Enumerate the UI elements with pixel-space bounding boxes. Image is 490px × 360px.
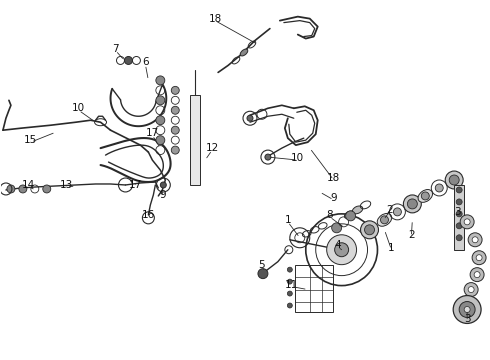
Circle shape <box>472 251 486 265</box>
Text: 8: 8 <box>326 210 333 220</box>
Circle shape <box>156 76 165 85</box>
Ellipse shape <box>418 189 433 202</box>
Circle shape <box>403 195 421 213</box>
Circle shape <box>460 215 474 229</box>
Text: 3: 3 <box>464 314 470 324</box>
Circle shape <box>435 184 443 192</box>
Bar <box>190 95 200 185</box>
Ellipse shape <box>240 49 248 56</box>
Circle shape <box>456 187 462 193</box>
Circle shape <box>464 219 470 225</box>
Text: 3: 3 <box>454 207 461 217</box>
Text: 17: 17 <box>146 128 159 138</box>
Circle shape <box>327 235 357 265</box>
Circle shape <box>361 221 378 239</box>
Circle shape <box>156 136 165 145</box>
Text: 15: 15 <box>24 135 37 145</box>
Circle shape <box>393 208 401 216</box>
Circle shape <box>124 57 132 64</box>
Text: 2: 2 <box>408 230 415 240</box>
Text: 2: 2 <box>386 205 393 215</box>
Circle shape <box>160 182 166 188</box>
Circle shape <box>445 171 463 189</box>
Circle shape <box>459 302 475 318</box>
Circle shape <box>421 192 429 200</box>
Circle shape <box>470 268 484 282</box>
Circle shape <box>7 185 15 193</box>
Text: 11: 11 <box>285 280 298 289</box>
Text: 6: 6 <box>142 58 148 67</box>
Bar <box>295 265 333 312</box>
Text: 10: 10 <box>72 103 85 113</box>
Circle shape <box>456 199 462 205</box>
Circle shape <box>332 223 342 233</box>
Text: 9: 9 <box>330 193 337 203</box>
Circle shape <box>287 291 293 296</box>
Circle shape <box>476 255 482 261</box>
Circle shape <box>468 287 474 293</box>
Text: 17: 17 <box>129 180 142 190</box>
Circle shape <box>287 267 293 272</box>
Text: 14: 14 <box>22 180 35 190</box>
Text: 16: 16 <box>142 210 155 220</box>
Text: 1: 1 <box>388 243 395 253</box>
Circle shape <box>172 146 179 154</box>
Circle shape <box>265 154 271 160</box>
Circle shape <box>365 225 374 235</box>
Text: 4: 4 <box>334 240 341 250</box>
Text: 5: 5 <box>259 260 265 270</box>
Circle shape <box>380 216 389 224</box>
Circle shape <box>464 283 478 297</box>
Circle shape <box>456 211 462 217</box>
Circle shape <box>287 303 293 308</box>
Circle shape <box>172 86 179 94</box>
Text: 1: 1 <box>285 215 291 225</box>
Circle shape <box>258 269 268 279</box>
Circle shape <box>287 279 293 284</box>
Circle shape <box>345 211 356 221</box>
Circle shape <box>156 116 165 125</box>
Text: 12: 12 <box>205 143 219 153</box>
Circle shape <box>247 115 253 121</box>
Circle shape <box>449 175 459 185</box>
Circle shape <box>335 243 348 257</box>
Circle shape <box>453 296 481 323</box>
Circle shape <box>472 237 478 243</box>
Circle shape <box>456 223 462 229</box>
Circle shape <box>468 233 482 247</box>
Text: 9: 9 <box>159 190 166 200</box>
Text: 18: 18 <box>208 14 222 24</box>
Circle shape <box>43 185 51 193</box>
Circle shape <box>474 272 480 278</box>
Text: 7: 7 <box>112 44 119 54</box>
Circle shape <box>156 96 165 105</box>
Circle shape <box>407 199 417 209</box>
Ellipse shape <box>377 213 392 226</box>
Ellipse shape <box>352 206 363 214</box>
Circle shape <box>19 185 27 193</box>
Text: 10: 10 <box>291 153 304 163</box>
Circle shape <box>464 306 470 312</box>
Text: 18: 18 <box>327 173 340 183</box>
Circle shape <box>172 106 179 114</box>
Bar <box>454 185 464 250</box>
Circle shape <box>456 235 462 241</box>
Circle shape <box>172 126 179 134</box>
Text: 13: 13 <box>60 180 74 190</box>
